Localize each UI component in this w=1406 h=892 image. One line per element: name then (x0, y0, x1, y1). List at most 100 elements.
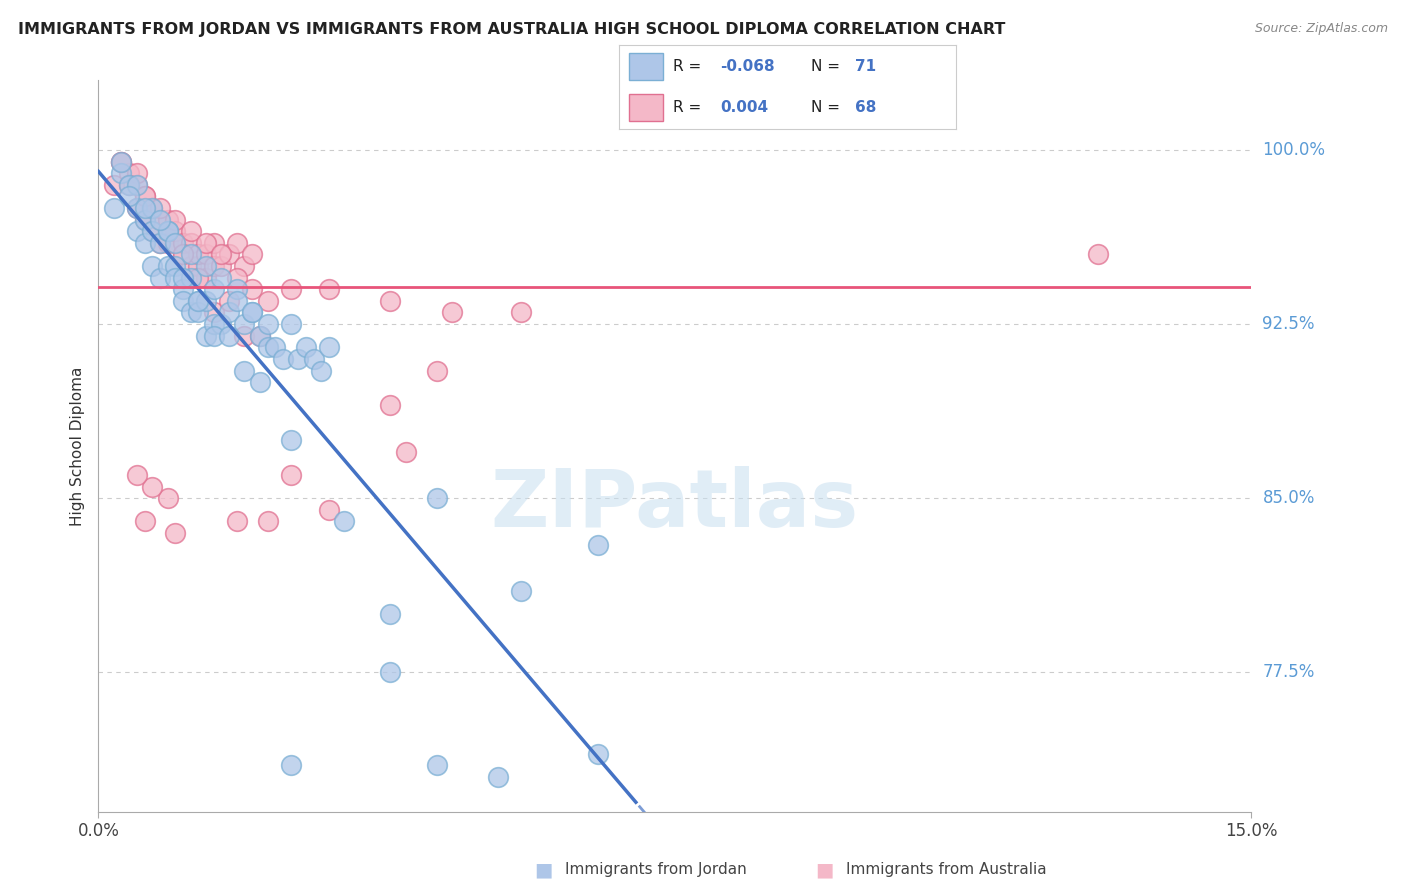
Point (233, 317, 256, 331)
Point (134, 189, 156, 203)
Point (141, 201, 163, 215)
Point (134, 201, 156, 215)
Point (202, 328, 225, 343)
Point (233, 363, 256, 377)
Point (149, 212, 172, 227)
Point (209, 247, 232, 261)
Point (225, 293, 247, 308)
Point (240, 305, 263, 319)
Point (172, 247, 194, 261)
Point (125, 166, 148, 180)
Point (141, 201, 163, 215)
Point (187, 305, 209, 319)
Point (149, 235, 172, 250)
Point (187, 270, 209, 285)
Point (180, 224, 202, 238)
Point (209, 270, 232, 285)
Point (110, 166, 132, 180)
Point (202, 305, 225, 319)
Point (156, 491, 179, 506)
Point (426, 363, 449, 377)
Point (156, 224, 179, 238)
Text: N =: N = (811, 100, 845, 115)
Point (165, 235, 187, 250)
Point (302, 351, 325, 366)
Point (249, 328, 271, 343)
Point (172, 235, 194, 250)
Point (195, 328, 218, 343)
Point (271, 351, 294, 366)
Point (187, 259, 209, 273)
Point (426, 491, 449, 506)
Text: 68: 68 (855, 100, 876, 115)
Point (218, 305, 240, 319)
Bar (628, 94, 662, 120)
Y-axis label: High School Diploma: High School Diploma (70, 367, 86, 525)
Point (149, 201, 172, 215)
Point (172, 270, 194, 285)
Point (118, 189, 141, 203)
Point (311, 363, 333, 377)
Point (180, 247, 202, 261)
Point (156, 224, 179, 238)
Point (218, 328, 240, 343)
Point (240, 247, 263, 261)
Point (380, 607, 402, 622)
Point (209, 317, 232, 331)
Point (141, 201, 163, 215)
Point (249, 375, 271, 389)
Text: 77.5%: 77.5% (1263, 664, 1315, 681)
Point (280, 758, 302, 772)
Point (125, 178, 148, 192)
Point (256, 317, 278, 331)
Point (110, 154, 132, 169)
Point (233, 259, 256, 273)
Point (318, 282, 340, 296)
Text: 100.0%: 100.0% (1263, 141, 1326, 159)
Point (134, 235, 156, 250)
Text: 0.004: 0.004 (720, 100, 768, 115)
Point (440, 305, 463, 319)
Point (510, 305, 533, 319)
Point (165, 270, 187, 285)
Point (134, 189, 156, 203)
Point (240, 305, 263, 319)
Point (225, 235, 247, 250)
Point (225, 282, 247, 296)
Text: N =: N = (811, 59, 845, 74)
Point (202, 317, 225, 331)
Point (280, 317, 302, 331)
Point (165, 526, 187, 541)
Point (280, 433, 302, 447)
Point (225, 270, 247, 285)
Point (149, 212, 172, 227)
Point (180, 235, 202, 250)
Text: ■: ■ (815, 860, 834, 880)
Point (209, 259, 232, 273)
Point (256, 340, 278, 354)
Point (134, 212, 156, 227)
Point (141, 480, 163, 494)
Point (187, 293, 209, 308)
Point (233, 328, 256, 343)
Point (141, 224, 163, 238)
Point (218, 247, 240, 261)
Text: IMMIGRANTS FROM JORDAN VS IMMIGRANTS FROM AUSTRALIA HIGH SCHOOL DIPLOMA CORRELAT: IMMIGRANTS FROM JORDAN VS IMMIGRANTS FRO… (18, 22, 1005, 37)
Point (118, 178, 141, 192)
Point (249, 328, 271, 343)
Point (256, 293, 278, 308)
Point (395, 445, 418, 459)
Point (195, 235, 218, 250)
Point (125, 468, 148, 483)
Point (195, 259, 218, 273)
Text: Source: ZipAtlas.com: Source: ZipAtlas.com (1254, 22, 1388, 36)
Point (202, 259, 225, 273)
Text: Immigrants from Australia: Immigrants from Australia (846, 863, 1047, 877)
Point (118, 178, 141, 192)
Point (187, 247, 209, 261)
Point (156, 259, 179, 273)
Point (1087, 247, 1109, 261)
Point (110, 154, 132, 169)
Point (486, 770, 509, 784)
Text: ZIPatlas: ZIPatlas (491, 466, 859, 543)
